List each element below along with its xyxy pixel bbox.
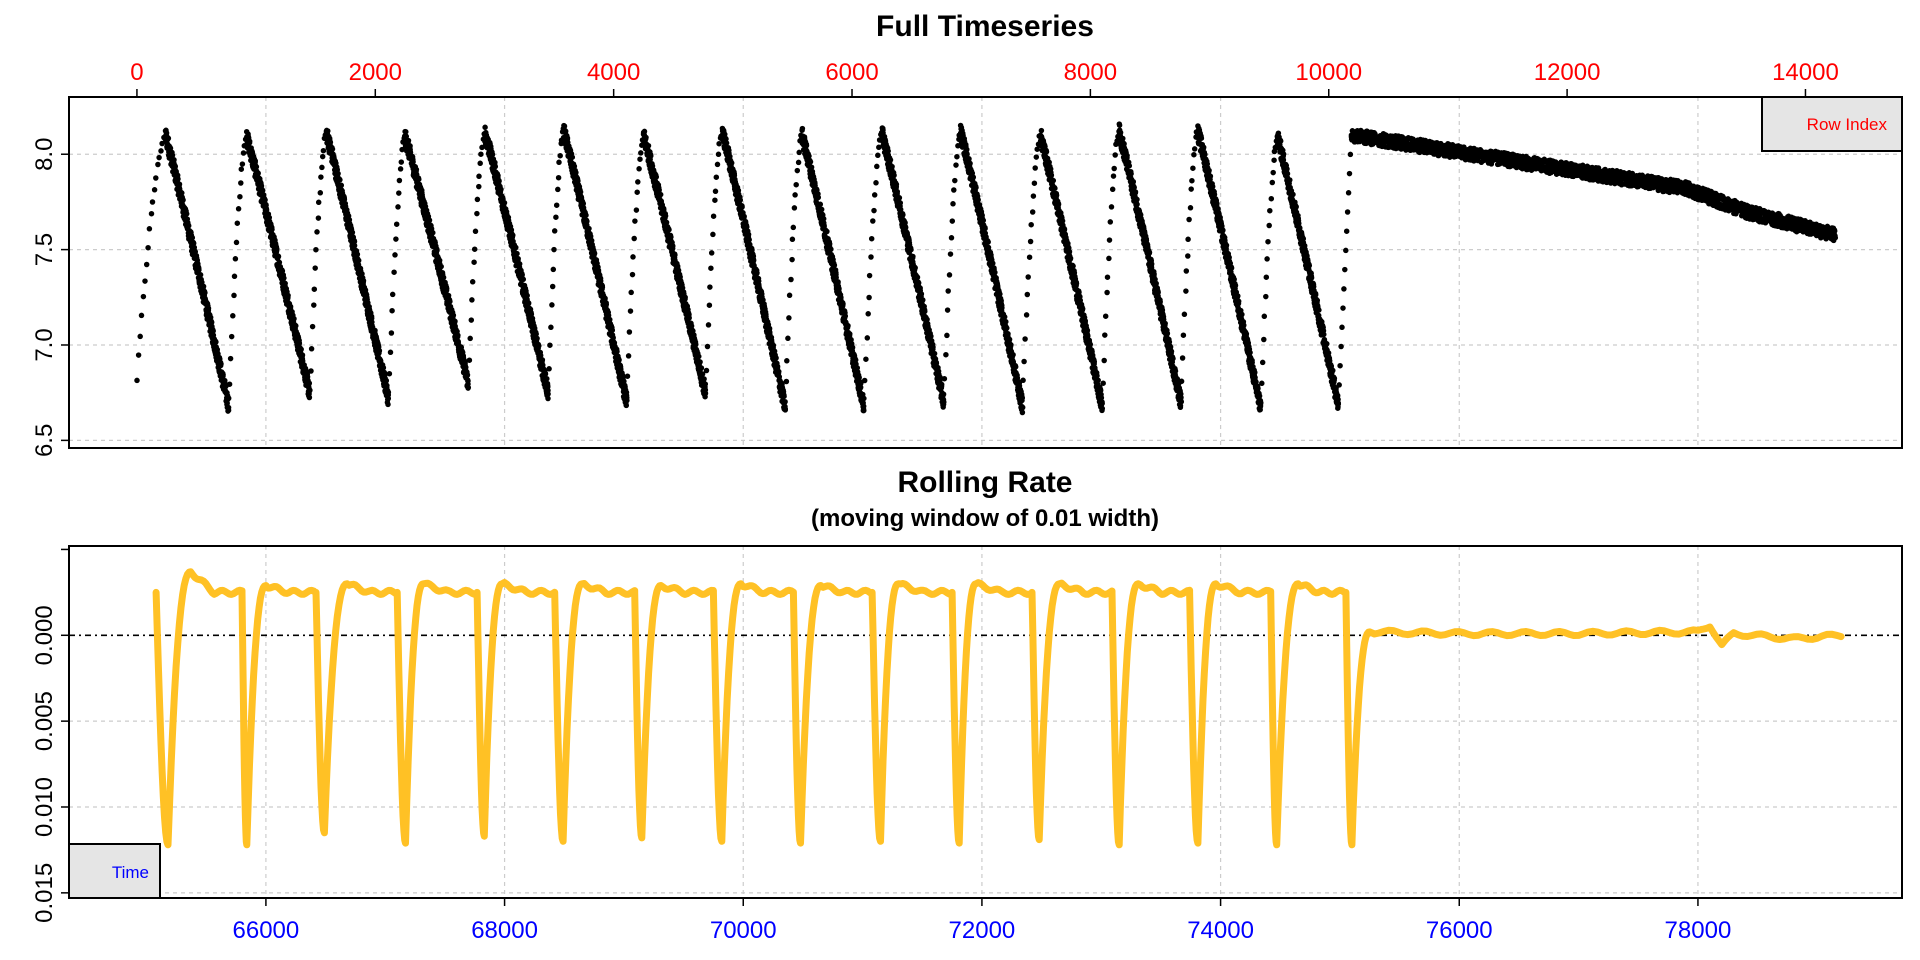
row-index-tick-label: 14000 <box>1772 59 1839 86</box>
row-index-legend-label: Row Index <box>1807 115 1888 134</box>
time-tick-label: 72000 <box>949 917 1016 944</box>
time-tick-label: 66000 <box>233 917 300 944</box>
timeseries-y-axis: 6.5 7.0 7.5 8.0 <box>31 138 69 457</box>
rolling-rate-series-line <box>152 568 1845 849</box>
row-index-legend-box <box>1761 96 1903 152</box>
row-index-tick-label: 0 <box>130 59 143 86</box>
rolling-rate-y-tick-label: 0.000 <box>31 605 58 665</box>
timeseries-y-tick-label: 7.5 <box>31 233 58 266</box>
row-index-tick-label: 10000 <box>1295 59 1362 86</box>
rolling-rate-title: Rolling Rate <box>897 466 1072 499</box>
timeseries-grid <box>69 97 1902 448</box>
rolling-rate-subtitle: (moving window of 0.01 width) <box>811 505 1159 532</box>
timeseries-y-tick-label: 6.5 <box>31 424 58 457</box>
timeseries-points <box>134 121 1839 416</box>
time-legend: Time <box>68 843 161 899</box>
rolling-rate-grid <box>69 546 1902 898</box>
row-index-legend: Row Index <box>1761 96 1903 152</box>
time-tick-label: 76000 <box>1426 917 1493 944</box>
row-index-tick-label: 2000 <box>349 59 402 86</box>
row-index-tick-label: 6000 <box>825 59 878 86</box>
timeseries-title: Full Timeseries <box>876 10 1094 43</box>
rolling-rate-y-tick-label: 0.005 <box>31 691 58 751</box>
rolling-rate-panel: Rolling Rate (moving window of 0.01 widt… <box>31 466 1903 944</box>
rolling-rate-y-tick-label: 0.015 <box>31 863 58 923</box>
time-tick-label: 74000 <box>1187 917 1254 944</box>
time-tick-label: 70000 <box>710 917 777 944</box>
timeseries-point-cloud <box>134 121 1839 416</box>
timeseries-panel: Full Timeseries 0 2000 4000 6000 8000 10000 12… <box>31 10 1903 457</box>
row-index-tick-label: 8000 <box>1064 59 1117 86</box>
row-index-tick-label: 12000 <box>1534 59 1601 86</box>
time-legend-box <box>68 843 161 899</box>
rolling-rate-plot-frame <box>68 545 1903 899</box>
rolling-rate-y-axis: 0.000 0.005 0.010 0.015 <box>31 548 69 923</box>
rolling-rate-y-tick-label: 0.010 <box>31 777 58 837</box>
time-tick-label: 78000 <box>1665 917 1732 944</box>
timeseries-y-tick-label: 8.0 <box>31 138 58 171</box>
timeseries-y-tick-label: 7.0 <box>31 328 58 361</box>
time-axis: 66000 68000 70000 72000 74000 76000 78000 <box>233 898 1732 944</box>
timeseries-plot-frame <box>68 96 1903 449</box>
row-index-tick-label: 4000 <box>587 59 640 86</box>
row-index-axis: 0 2000 4000 6000 8000 10000 12000 14000 <box>130 59 1839 97</box>
time-tick-label: 68000 <box>471 917 538 944</box>
time-legend-label: Time <box>112 863 149 882</box>
